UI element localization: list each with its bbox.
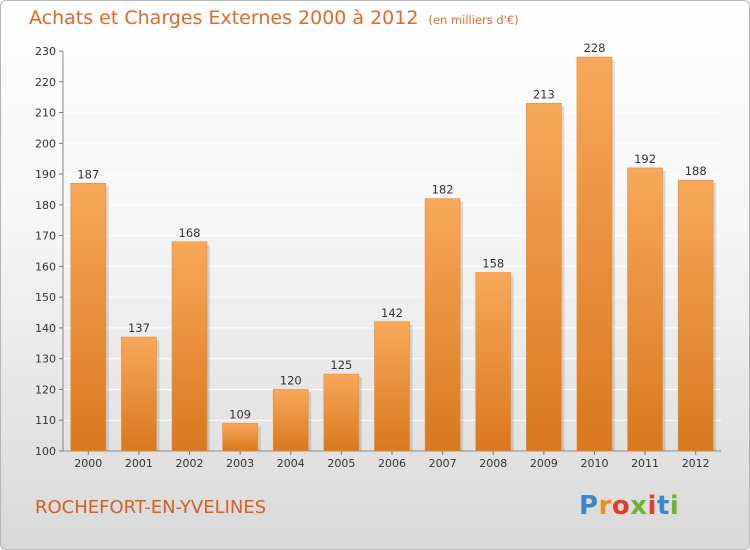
x-tick-label: 2000	[74, 457, 102, 470]
data-label: 182	[432, 183, 454, 197]
data-label: 187	[77, 167, 99, 181]
bar	[222, 423, 258, 452]
bar	[70, 183, 107, 452]
logo-letter: i	[647, 491, 657, 521]
logo-letter: P	[579, 491, 599, 521]
bar	[627, 167, 663, 452]
chart-title-text: Achats et Charges Externes 2000 à 2012	[29, 7, 419, 29]
data-label: 192	[634, 152, 656, 166]
data-label: 137	[128, 321, 150, 335]
x-tick-label: 2002	[176, 457, 204, 470]
bar	[677, 179, 714, 452]
x-tick-label: 2005	[327, 457, 355, 470]
data-label: 228	[583, 41, 605, 55]
bar	[121, 336, 157, 452]
bar	[323, 373, 360, 452]
data-label: 168	[179, 226, 201, 240]
y-tick-label: 190	[35, 168, 56, 181]
y-tick-label: 110	[35, 414, 56, 427]
bar	[475, 272, 512, 452]
data-label: 125	[330, 358, 352, 372]
x-tick-label: 2011	[631, 457, 659, 470]
data-label: 120	[280, 373, 302, 387]
x-tick-label: 2007	[429, 457, 457, 470]
x-tick-label: 2009	[530, 457, 558, 470]
x-tick-label: 2006	[378, 457, 406, 470]
labels: 187 137 168 109 120 125 142 182 158 213 228 192 188	[77, 41, 706, 421]
data-label: 213	[533, 87, 555, 101]
y-tick-label: 210	[35, 107, 56, 120]
bar	[272, 389, 309, 452]
y-tick-label: 130	[35, 353, 56, 366]
y-tick-label: 120	[35, 383, 56, 396]
logo-letter: i	[669, 491, 680, 521]
chart-title: Achats et Charges Externes 2000 à 2012 (e…	[29, 7, 519, 29]
bar	[526, 103, 562, 452]
data-label: 142	[381, 306, 403, 320]
x-tick-label: 2008	[479, 457, 507, 470]
x-tick-label: 2010	[580, 457, 608, 470]
y-tick-label: 220	[35, 76, 56, 89]
bar	[171, 241, 208, 452]
proxiti-logo: Proxiti	[579, 491, 679, 521]
logo-letter: t	[656, 491, 670, 521]
logo-letter: x	[630, 491, 648, 521]
y-tick-label: 170	[35, 230, 56, 243]
y-tick-label: 200	[35, 137, 56, 150]
bar	[576, 56, 613, 452]
y-tick-label: 140	[35, 322, 56, 335]
y-tick-label: 160	[35, 260, 56, 273]
y-tick-label: 180	[35, 199, 56, 212]
chart-unit: (en milliers d'€)	[428, 13, 519, 27]
data-label: 109	[229, 407, 251, 421]
data-label: 188	[685, 164, 707, 178]
bar	[424, 198, 461, 452]
y-tick-label: 100	[35, 445, 56, 458]
y-tick-label: 150	[35, 291, 56, 304]
x-tick-label: 2012	[682, 457, 710, 470]
data-label: 158	[482, 257, 504, 271]
x-tick-label: 2001	[125, 457, 153, 470]
y-tick-label: 230	[35, 45, 56, 58]
x-tick-label: 2003	[226, 457, 254, 470]
logo-letter: o	[611, 491, 631, 521]
bar	[374, 321, 410, 452]
bars	[70, 56, 717, 452]
commune-name: ROCHEFORT-EN-YVELINES	[35, 497, 267, 518]
x-tick-label: 2004	[277, 457, 305, 470]
logo-letter: r	[598, 491, 612, 521]
